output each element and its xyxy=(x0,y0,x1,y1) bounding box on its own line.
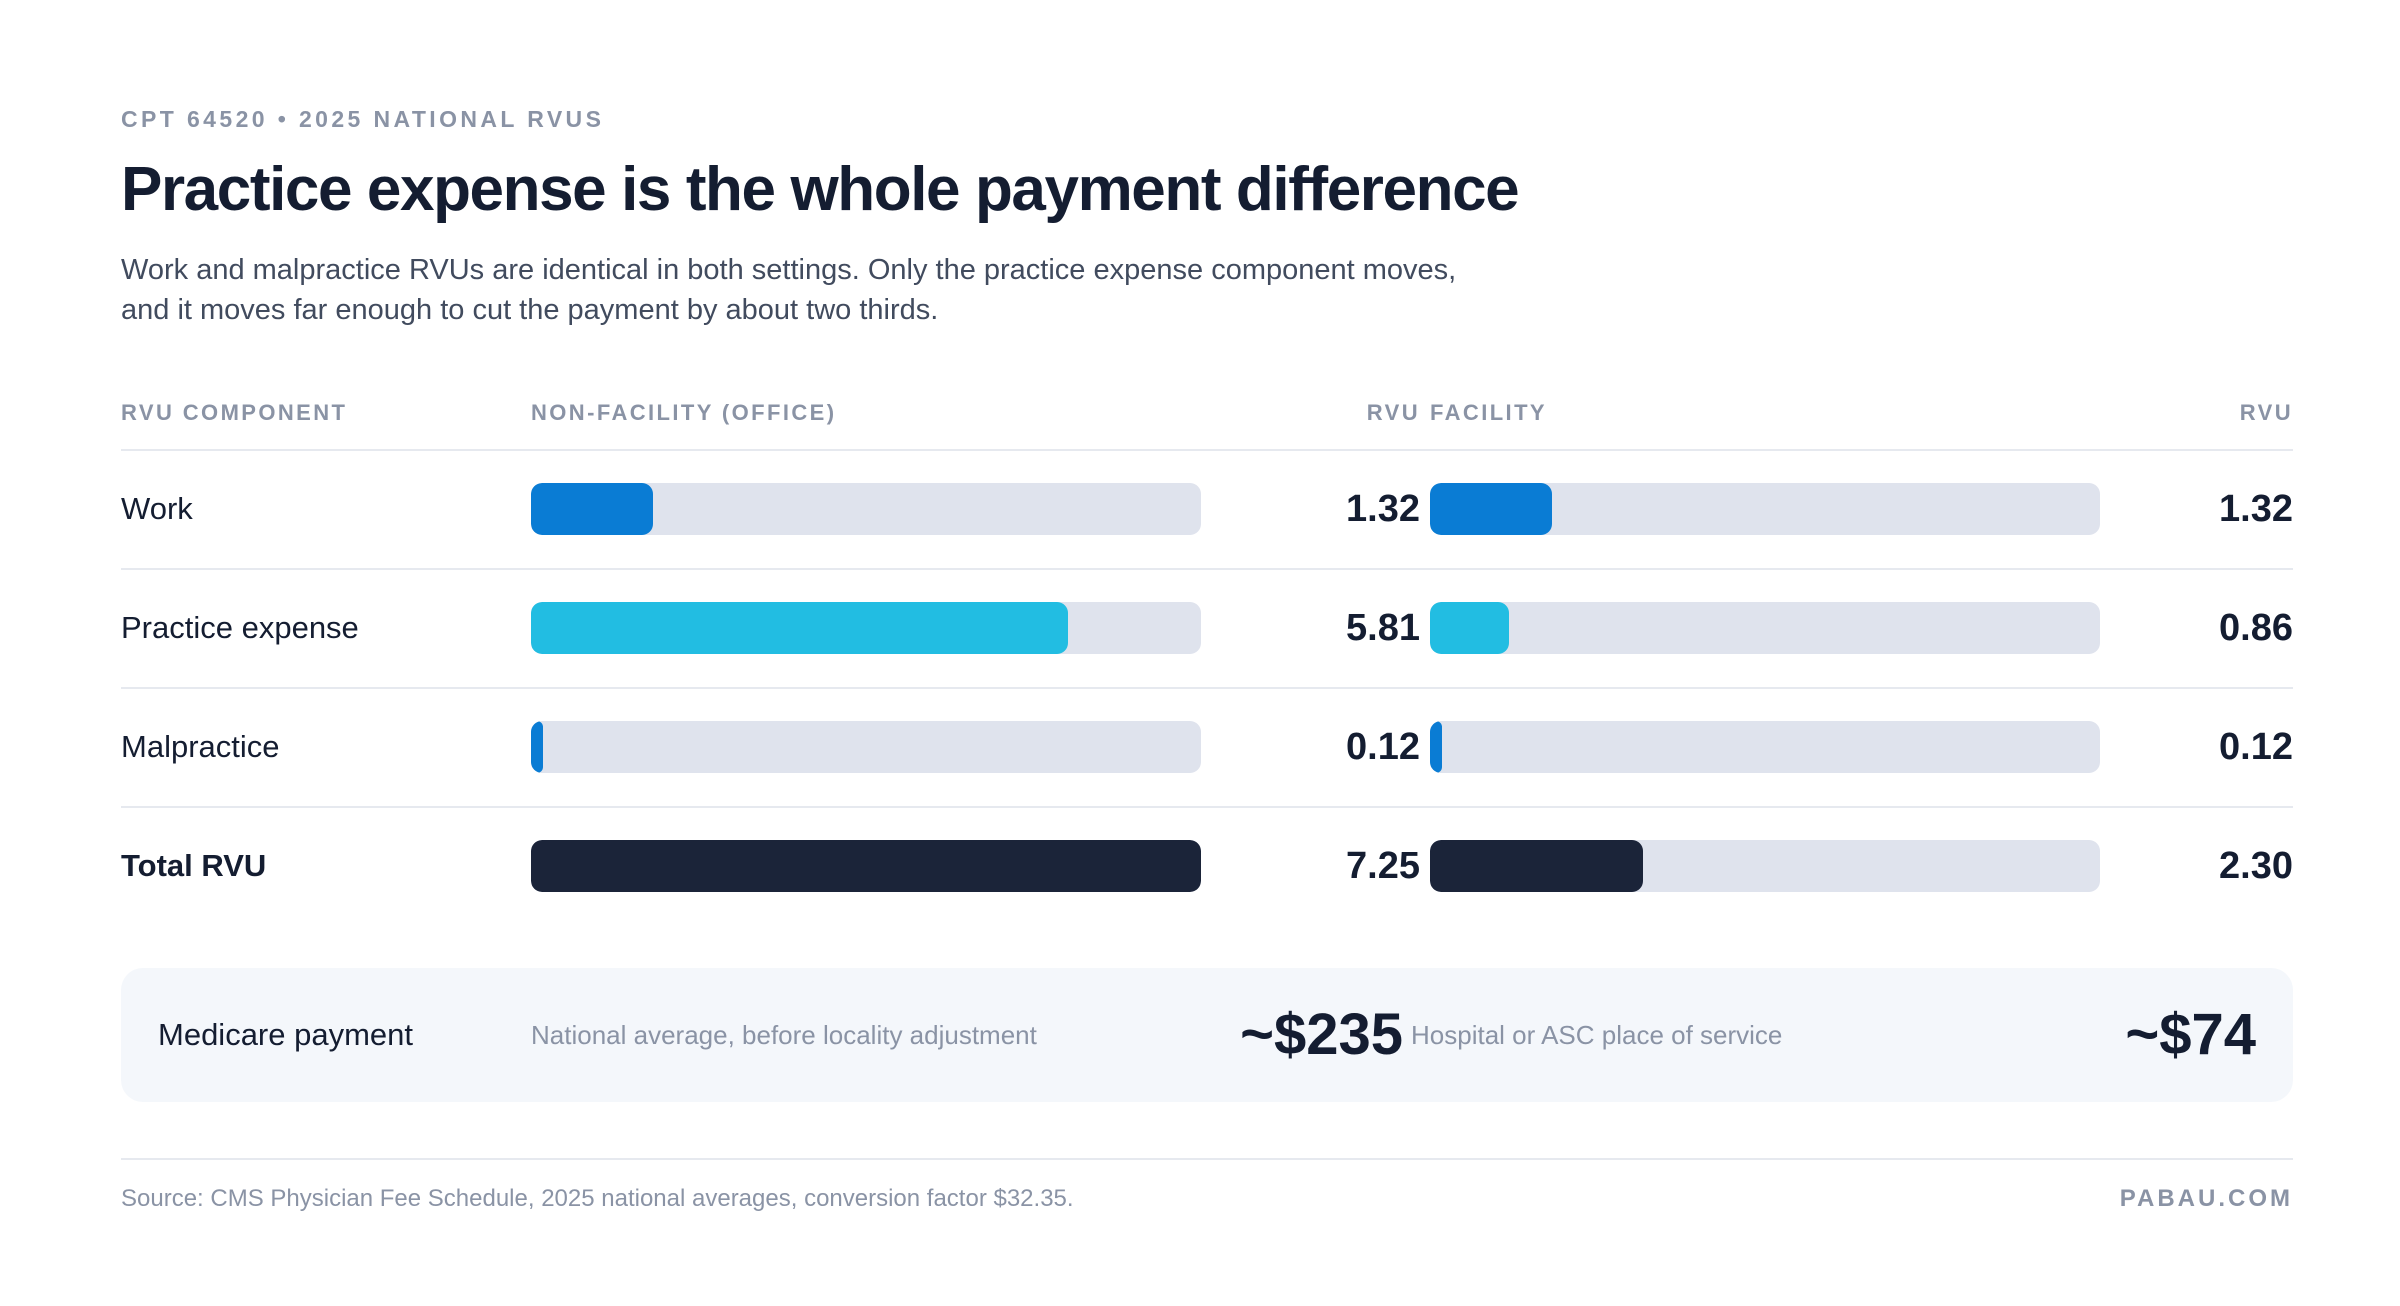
bar-track xyxy=(1430,483,2100,535)
bar-malpractice-facility xyxy=(1430,721,1442,773)
header-rvu-facility: RVU xyxy=(2239,400,2293,425)
row-label: Total RVU xyxy=(121,848,267,883)
bar-track xyxy=(531,840,1201,892)
bar-practice-expense-non-facility xyxy=(531,602,1068,654)
header-rvu-non-facility: RVU xyxy=(1366,400,1420,425)
divider xyxy=(121,449,2293,451)
footer: Source: CMS Physician Fee Schedule, 2025… xyxy=(121,1185,2293,1221)
value-label: 1.32 xyxy=(2219,488,2293,530)
payment-facility-value: ~$74 xyxy=(2125,1002,2256,1067)
bar-track xyxy=(1430,602,2100,654)
bar-track xyxy=(531,721,1201,773)
chart-card: CPT 64520 • 2025 NATIONAL RVUS Practice … xyxy=(121,0,2293,1306)
bar-total-non-facility xyxy=(531,840,1201,892)
table-row-malpractice: Malpractice 0.12 0.12 xyxy=(121,688,2293,806)
table-row-practice-expense: Practice expense 5.81 0.86 xyxy=(121,569,2293,687)
value-label: 0.86 xyxy=(2219,607,2293,649)
table-row-work: Work 1.32 1.32 xyxy=(121,450,2293,568)
divider xyxy=(121,568,2293,570)
value-label: 0.12 xyxy=(2219,726,2293,768)
value-label: 0.12 xyxy=(1346,726,1420,768)
row-label: Work xyxy=(121,491,193,526)
value-label: 7.25 xyxy=(1346,845,1420,887)
header-facility: FACILITY xyxy=(1430,400,1547,425)
bar-track xyxy=(531,483,1201,535)
bar-work-facility xyxy=(1430,483,1552,535)
row-label: Malpractice xyxy=(121,729,280,764)
source-note: Source: CMS Physician Fee Schedule, 2025… xyxy=(121,1185,1074,1212)
bar-practice-expense-facility xyxy=(1430,602,1509,654)
subtitle-line-1: Work and malpractice RVUs are identical … xyxy=(121,254,1457,286)
payment-non-facility-note: National average, before locality adjust… xyxy=(531,1020,1037,1050)
row-label: Practice expense xyxy=(121,610,359,645)
bar-track xyxy=(1430,721,2100,773)
bar-total-facility xyxy=(1430,840,1643,892)
header-non-facility: NON-FACILITY (OFFICE) xyxy=(531,400,837,425)
payment-summary: Medicare payment National average, befor… xyxy=(121,968,2293,1102)
chart-title: Practice expense is the whole payment di… xyxy=(121,155,1520,224)
divider xyxy=(121,687,2293,689)
footer-divider xyxy=(121,1158,2293,1160)
value-label: 2.30 xyxy=(2219,845,2293,887)
value-label: 1.32 xyxy=(1346,488,1420,530)
brand-link[interactable]: PABAU.COM xyxy=(2119,1185,2293,1212)
divider xyxy=(121,806,2293,808)
bar-track xyxy=(531,602,1201,654)
value-label: 5.81 xyxy=(1346,607,1420,649)
subtitle-line-2: and it moves far enough to cut the payme… xyxy=(121,294,939,326)
payment-non-facility-value: ~$235 xyxy=(1240,1002,1403,1067)
table-row-total: Total RVU 7.25 2.30 xyxy=(121,807,2293,925)
bar-malpractice-non-facility xyxy=(531,721,543,773)
bar-track xyxy=(1430,840,2100,892)
eyebrow: CPT 64520 • 2025 NATIONAL RVUS xyxy=(121,106,605,132)
header-rvu-component: RVU COMPONENT xyxy=(121,400,348,425)
payment-facility-note: Hospital or ASC place of service xyxy=(1411,1020,1783,1050)
payment-label: Medicare payment xyxy=(158,1017,414,1052)
chart-subtitle: Work and malpractice RVUs are identical … xyxy=(121,250,1621,330)
bar-work-non-facility xyxy=(531,483,653,535)
table-header: RVU COMPONENT NON-FACILITY (OFFICE) RVU … xyxy=(121,400,2293,430)
